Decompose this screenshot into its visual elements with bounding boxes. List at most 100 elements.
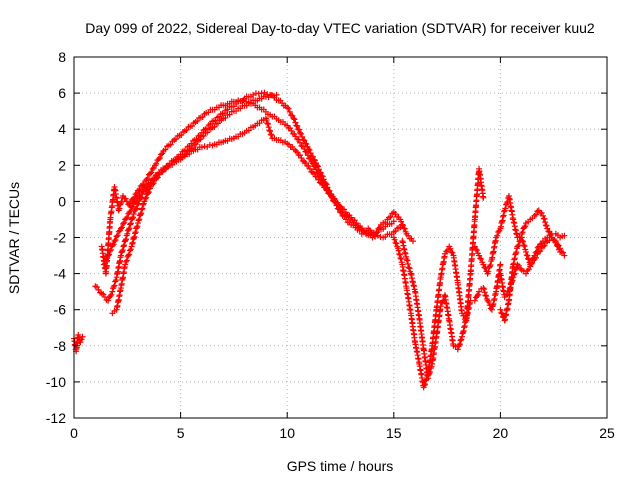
data-point-marker [101, 260, 108, 267]
data-point-marker [537, 248, 544, 255]
data-point-marker [183, 127, 190, 134]
data-point-marker [498, 309, 505, 316]
series-arc-g-dip [399, 238, 504, 382]
data-point-marker [129, 203, 136, 210]
data-point-marker [542, 219, 549, 226]
data-point-marker [296, 129, 303, 136]
data-point-marker [179, 154, 186, 161]
data-point-marker [497, 261, 504, 268]
data-point-marker [198, 144, 205, 151]
x-tick-label: 5 [177, 425, 185, 441]
data-point-marker [121, 219, 128, 226]
data-point-marker [118, 198, 125, 205]
data-point-marker [105, 252, 112, 259]
data-point-marker [478, 256, 485, 263]
data-point-marker [133, 205, 140, 212]
data-point-marker [131, 199, 138, 206]
data-point-marker [449, 249, 456, 256]
data-point-marker [561, 232, 568, 239]
data-point-marker [129, 214, 136, 221]
data-point-marker [130, 211, 137, 218]
data-point-marker [172, 136, 179, 143]
data-point-marker [136, 192, 143, 199]
data-point-marker [111, 238, 118, 245]
y-tick-label: 8 [58, 49, 66, 65]
series-arc-j-late [497, 234, 568, 324]
data-point-marker [123, 198, 130, 205]
data-point-marker [143, 194, 150, 201]
data-point-marker [182, 151, 189, 158]
data-point-marker [273, 91, 280, 98]
data-point-marker [119, 247, 126, 254]
data-point-marker [545, 228, 552, 235]
y-tick-label: -2 [54, 230, 67, 246]
data-point-marker [392, 239, 399, 246]
data-point-marker [265, 124, 272, 131]
series-arc-a-early [71, 331, 86, 355]
data-point-marker [518, 234, 525, 241]
data-point-marker [494, 232, 501, 239]
data-point-marker [304, 152, 311, 159]
data-point-marker [126, 209, 133, 216]
data-point-marker [454, 346, 461, 353]
data-point-marker [290, 115, 297, 122]
data-point-marker [120, 243, 127, 250]
data-point-marker [289, 112, 296, 119]
data-point-marker [132, 198, 139, 205]
data-point-marker [265, 120, 272, 127]
data-point-marker [107, 293, 114, 300]
y-tick-label: 0 [58, 193, 66, 209]
data-point-marker [311, 163, 318, 170]
data-point-marker [111, 282, 118, 289]
data-point-marker [112, 237, 119, 244]
x-axis-label: GPS time / hours [287, 458, 394, 474]
data-point-marker [162, 146, 169, 153]
data-point-marker [127, 221, 134, 228]
data-point-marker [194, 117, 201, 124]
grid-layer [74, 57, 607, 418]
data-point-marker [156, 155, 163, 162]
data-point-marker [109, 242, 116, 249]
data-point-marker [295, 136, 302, 143]
data-point-marker [439, 298, 446, 305]
data-point-marker [129, 215, 136, 222]
data-point-marker [200, 132, 207, 139]
data-point-marker [395, 247, 402, 254]
data-point-marker [189, 145, 196, 152]
data-point-marker [532, 254, 539, 261]
data-point-marker [145, 190, 152, 197]
data-point-marker [134, 220, 141, 227]
data-point-marker [138, 210, 145, 217]
data-point-marker [214, 120, 221, 127]
data-point-marker [397, 255, 404, 262]
data-point-marker [485, 268, 492, 275]
data-point-marker [561, 252, 568, 259]
data-point-marker [117, 225, 124, 232]
data-point-marker [484, 297, 491, 304]
data-point-marker [204, 129, 211, 136]
data-point-marker [167, 141, 174, 148]
data-point-marker [311, 157, 318, 164]
data-point-marker [522, 223, 529, 230]
data-point-marker [117, 252, 124, 259]
data-point-marker [126, 225, 133, 232]
data-point-marker [140, 201, 147, 208]
data-point-marker [296, 152, 303, 159]
data-point-marker [147, 179, 154, 186]
data-point-marker [448, 249, 455, 256]
data-point-marker [471, 243, 478, 250]
data-point-marker [139, 205, 146, 212]
data-point-marker [155, 156, 162, 163]
data-point-marker [267, 131, 274, 138]
y-tick-label: 2 [58, 157, 66, 173]
data-point-marker [147, 170, 154, 177]
data-point-marker [472, 246, 479, 253]
data-point-marker [471, 297, 478, 304]
data-point-marker [487, 261, 494, 268]
ticks-layer: 0 5 10 15 20 25 -12 -10 -8 -6 -4 -2 0 2 4 6 8 [46, 49, 615, 441]
data-point-marker [123, 215, 130, 222]
data-point-marker [376, 224, 383, 231]
data-point-marker [396, 250, 403, 257]
data-point-marker [552, 238, 559, 245]
